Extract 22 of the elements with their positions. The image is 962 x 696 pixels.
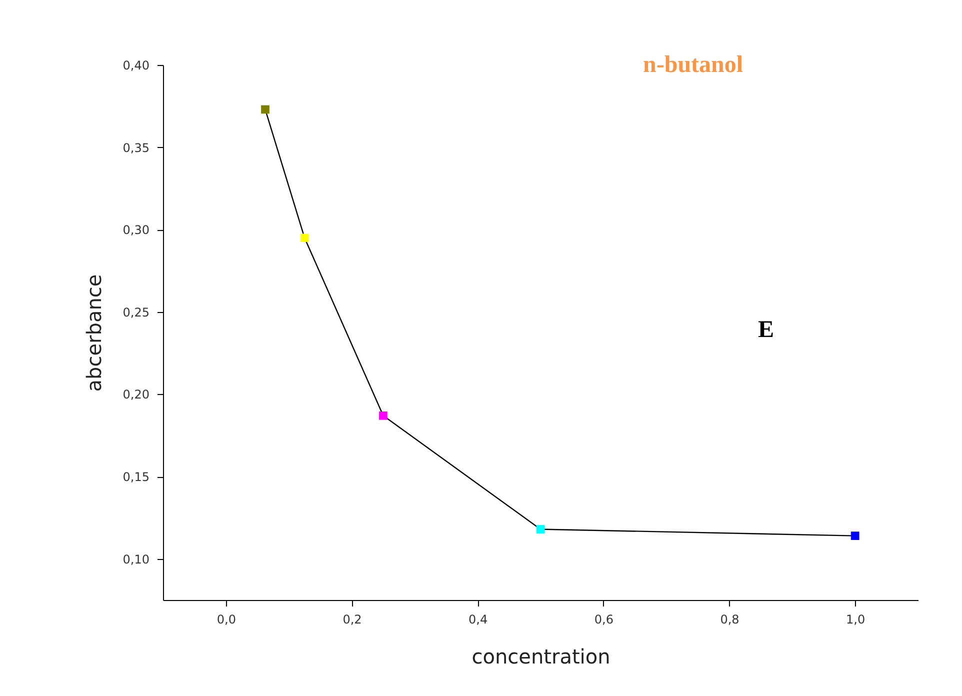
y-axis-title: abcerbance [82, 274, 106, 392]
point [300, 234, 309, 242]
x-tick-label: 1,0 [846, 612, 866, 626]
x-tick-label: 0,4 [468, 612, 488, 626]
y-tick-label: 0,25 [122, 305, 150, 320]
point [379, 411, 388, 420]
y-tick-label: 0,35 [122, 140, 150, 155]
y-tick-label: 0,30 [122, 223, 150, 238]
x-tick-label: 0,0 [216, 612, 236, 626]
point [536, 525, 545, 534]
point [261, 105, 270, 114]
y-tick-label: 0,20 [122, 388, 150, 402]
y-tick-label: 0,15 [122, 470, 150, 484]
point [850, 532, 860, 540]
y-tick-label: 0,10 [122, 552, 150, 566]
chart-title: n-butanol [643, 52, 744, 78]
annotation: E [758, 317, 774, 343]
x-axis-title: concentration [472, 644, 610, 668]
x-tick-label: 0,2 [342, 612, 362, 626]
y-tick-label: 0,40 [122, 58, 150, 72]
x-tick-label: 0,6 [594, 612, 614, 626]
x-tick-label: 0,8 [720, 612, 740, 626]
